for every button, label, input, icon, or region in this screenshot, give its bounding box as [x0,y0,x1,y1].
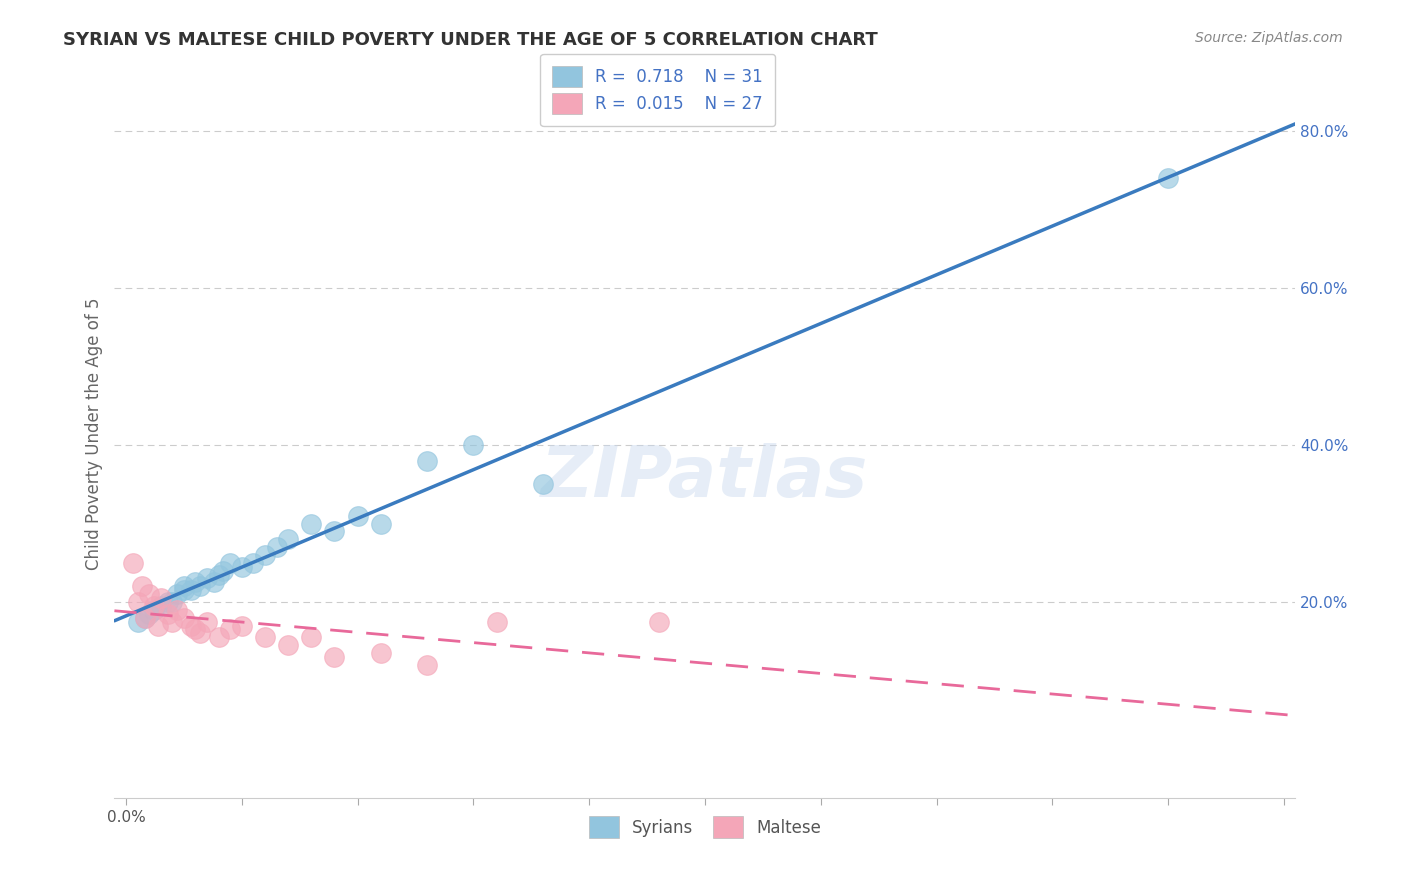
Point [231,618,253,632]
Text: ZIPatlas: ZIPatlas [541,442,869,512]
Point [266,540,288,554]
Point [323,649,346,664]
Point [127,595,149,609]
Point [142,599,165,613]
Point [531,477,554,491]
Point [370,516,392,531]
Point [647,615,669,629]
Point [131,579,153,593]
Point [195,615,218,629]
Legend: Syrians, Maltese: Syrians, Maltese [582,810,828,845]
Point [166,587,188,601]
Point [148,618,170,632]
Point [162,595,184,609]
Point [207,567,229,582]
Point [277,533,299,547]
Point [207,630,229,644]
Point [134,610,156,624]
Point [231,559,253,574]
Point [149,599,172,613]
Point [173,610,195,624]
Point [156,607,179,621]
Point [173,583,195,598]
Point [134,610,156,624]
Point [173,579,195,593]
Point [127,615,149,629]
Point [299,516,322,531]
Point [162,615,184,629]
Text: SYRIAN VS MALTESE CHILD POVERTY UNDER THE AGE OF 5 CORRELATION CHART: SYRIAN VS MALTESE CHILD POVERTY UNDER TH… [63,31,877,49]
Point [202,575,225,590]
Point [166,603,188,617]
Point [122,556,145,570]
Point [180,618,202,632]
Point [253,630,276,644]
Point [463,438,485,452]
Point [219,556,242,570]
Point [138,607,160,621]
Point [142,603,165,617]
Point [416,454,439,468]
Point [156,595,179,609]
Point [195,572,218,586]
Point [370,646,392,660]
Point [188,579,211,593]
Point [242,556,264,570]
Point [184,575,207,590]
Point [180,583,202,598]
Y-axis label: Child Poverty Under the Age of 5: Child Poverty Under the Age of 5 [86,297,103,570]
Point [188,626,211,640]
Point [416,657,439,672]
Point [212,564,235,578]
Point [138,587,160,601]
Text: Source: ZipAtlas.com: Source: ZipAtlas.com [1195,31,1343,45]
Point [1157,171,1180,186]
Point [184,623,207,637]
Point [346,508,368,523]
Point [149,591,172,605]
Point [485,615,508,629]
Point [323,524,346,539]
Point [299,630,322,644]
Point [253,548,276,562]
Point [277,638,299,652]
Point [219,623,242,637]
